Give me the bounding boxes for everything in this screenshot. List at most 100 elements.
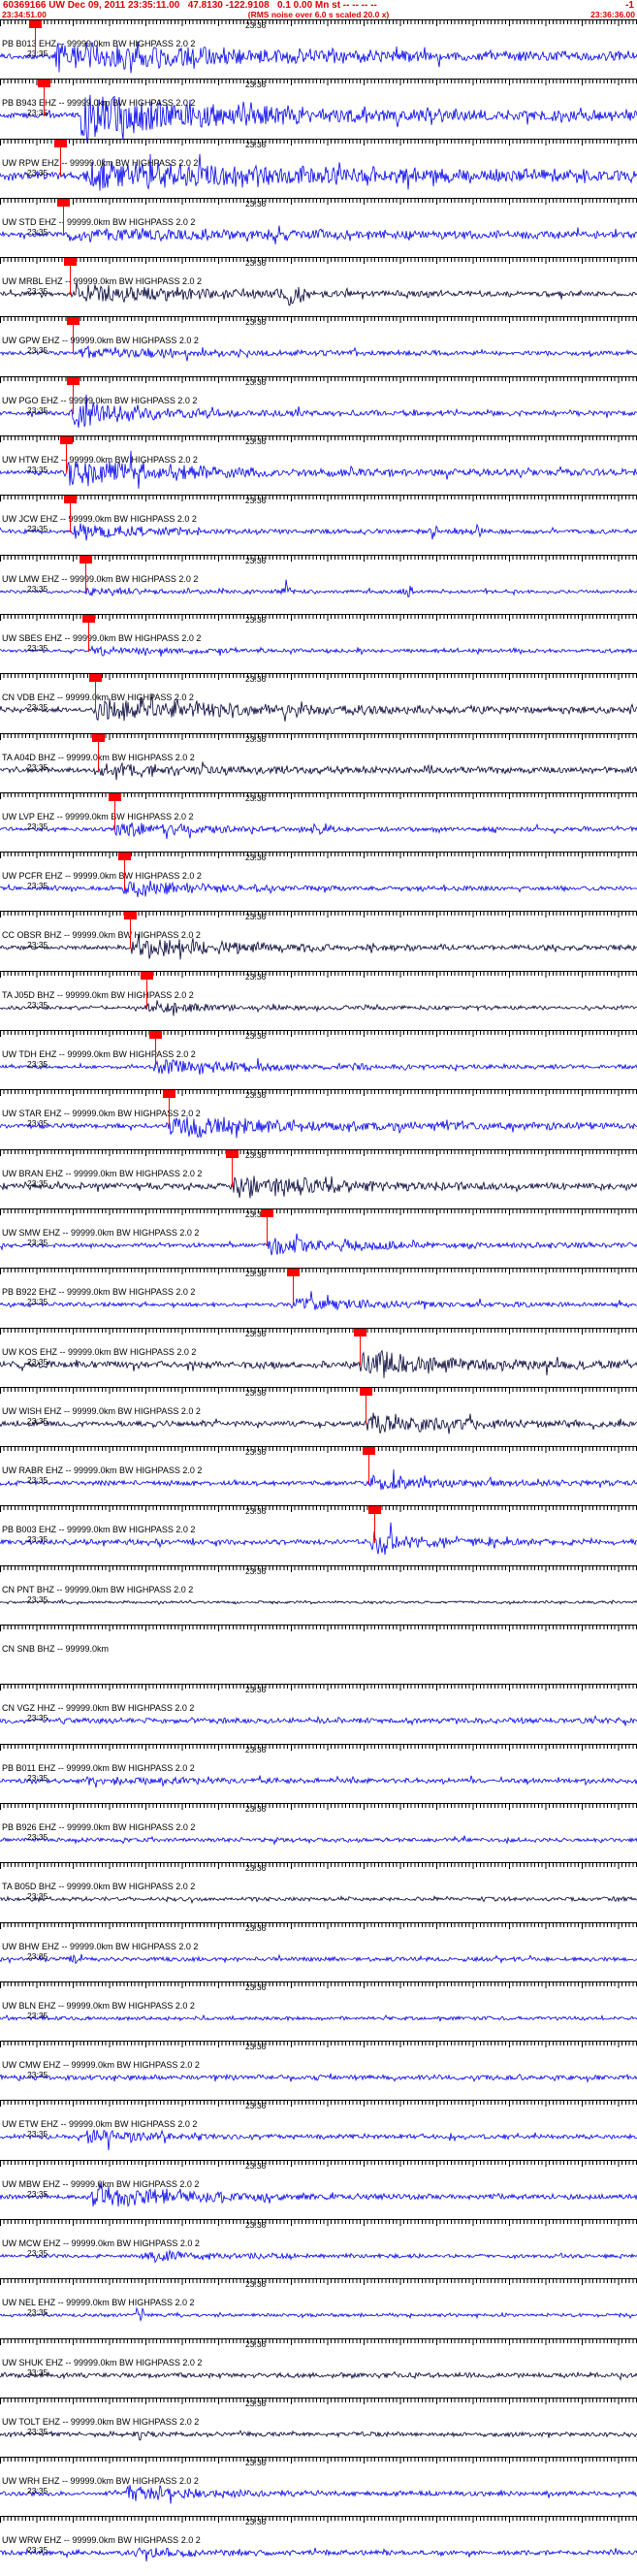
waveform[interactable] bbox=[0, 1387, 637, 1446]
pick-marker[interactable] bbox=[124, 912, 138, 950]
waveform[interactable] bbox=[0, 733, 637, 792]
pick-marker[interactable] bbox=[140, 971, 153, 1009]
waveform[interactable] bbox=[0, 1089, 637, 1148]
waveform[interactable] bbox=[0, 971, 637, 1030]
waveform[interactable] bbox=[0, 1328, 637, 1387]
waveform[interactable] bbox=[0, 316, 637, 375]
waveform[interactable] bbox=[0, 852, 637, 911]
waveform[interactable] bbox=[0, 673, 637, 732]
pick-marker[interactable] bbox=[66, 317, 80, 355]
pick-marker[interactable] bbox=[53, 139, 67, 177]
pick-marker[interactable] bbox=[38, 80, 51, 117]
trace-row[interactable]: 23:36 UW SMW EHZ -- 99999.0km BW HIGHPAS… bbox=[0, 1208, 637, 1268]
trace-row[interactable]: 23:36 UW SHUK EHZ -- 99999.0km BW HIGHPA… bbox=[0, 2337, 637, 2398]
waveform[interactable] bbox=[0, 1803, 637, 1862]
pick-marker[interactable] bbox=[286, 1269, 300, 1306]
pick-marker[interactable] bbox=[108, 792, 121, 830]
trace-row[interactable]: 23:36 UW CMW EHZ -- 99999.0km BW HIGHPAS… bbox=[0, 2041, 637, 2100]
pick-marker[interactable] bbox=[149, 1031, 163, 1069]
pick-marker[interactable] bbox=[92, 733, 106, 771]
waveform[interactable] bbox=[0, 139, 637, 198]
waveform[interactable] bbox=[0, 1981, 637, 2041]
waveform[interactable] bbox=[0, 1922, 637, 1981]
waveform[interactable] bbox=[0, 1268, 637, 1327]
pick-marker[interactable] bbox=[363, 1447, 376, 1485]
waveform[interactable] bbox=[0, 2219, 637, 2278]
trace-row[interactable]: 23:36 UW TOLT EHZ -- 99999.0km BW HIGHPA… bbox=[0, 2397, 637, 2457]
trace-row[interactable]: 23:36 UW RABR EHZ -- 99999.0km BW HIGHPA… bbox=[0, 1446, 637, 1505]
waveform[interactable] bbox=[0, 2457, 637, 2516]
trace-row[interactable]: 23:36 TA A04D BHZ -- 99999.0km BW HIGHPA… bbox=[0, 732, 637, 792]
waveform[interactable] bbox=[0, 2041, 637, 2100]
pick-marker[interactable] bbox=[117, 853, 131, 890]
trace-row[interactable]: 23:36 UW WISH EHZ -- 99999.0km BW HIGHPA… bbox=[0, 1386, 637, 1446]
trace-row[interactable]: 23:36 UW JCW EHZ -- 99999.0km BW HIGHPAS… bbox=[0, 495, 637, 554]
pick-marker[interactable] bbox=[57, 198, 71, 236]
pick-marker[interactable] bbox=[28, 20, 42, 57]
waveform[interactable] bbox=[0, 376, 637, 435]
pick-marker[interactable] bbox=[226, 1149, 239, 1187]
pick-marker[interactable] bbox=[80, 555, 93, 593]
waveform[interactable] bbox=[0, 79, 637, 144]
trace-row[interactable]: 23:36 CN VGZ HHZ -- 99999.0km BW HIGHPAS… bbox=[0, 1684, 637, 1743]
trace-row[interactable]: 23:36 TA B05D BHZ -- 99999.0km BW HIGHPA… bbox=[0, 1862, 637, 1921]
waveform[interactable] bbox=[0, 1744, 637, 1803]
pick-marker[interactable] bbox=[60, 436, 74, 474]
waveform[interactable] bbox=[0, 2100, 637, 2159]
trace-row[interactable]: CN SNB BHZ -- 99999.0km bbox=[0, 1625, 637, 1684]
trace-row[interactable]: 23:36 PB B013 EHZ -- 99999.0km BW HIGHPA… bbox=[0, 19, 637, 79]
waveform[interactable] bbox=[0, 1505, 637, 1564]
trace-row[interactable]: 23:36 UW LVP EHZ -- 99999.0km BW HIGHPAS… bbox=[0, 791, 637, 852]
trace-row[interactable]: 23:36 UW ETW EHZ -- 99999.0km BW HIGHPAS… bbox=[0, 2100, 637, 2159]
trace-row[interactable]: 23:36 UW STD EHZ -- 99999.0km BW HIGHPAS… bbox=[0, 197, 637, 257]
trace-row[interactable]: 23:36 CN PNT BHZ -- 99999.0km BW HIGHPAS… bbox=[0, 1564, 637, 1625]
waveform[interactable] bbox=[0, 1030, 637, 1089]
trace-row[interactable]: 23:36 CN VDB EHZ -- 99999.0km BW HIGHPAS… bbox=[0, 673, 637, 732]
waveform[interactable] bbox=[0, 614, 637, 673]
trace-row[interactable]: 23:36 UW SBES EHZ -- 99999.0km BW HIGHPA… bbox=[0, 613, 637, 673]
trace-row[interactable]: 23:36 UW STAR EHZ -- 99999.0km BW HIGHPA… bbox=[0, 1089, 637, 1148]
trace-row[interactable]: 23:36 PB B011 EHZ -- 99999.0km BW HIGHPA… bbox=[0, 1743, 637, 1803]
trace-row[interactable]: 23:36 PB B922 EHZ -- 99999.0km BW HIGHPA… bbox=[0, 1268, 637, 1327]
waveform[interactable] bbox=[0, 1446, 637, 1505]
pick-marker[interactable] bbox=[162, 1090, 175, 1128]
waveform[interactable] bbox=[0, 198, 637, 257]
trace-row[interactable]: 23:36 UW PGO EHZ -- 99999.0km BW HIGHPAS… bbox=[0, 375, 637, 435]
waveform[interactable] bbox=[0, 792, 637, 852]
pick-marker[interactable] bbox=[63, 496, 77, 533]
trace-row[interactable]: 23:36 UW MRBL EHZ -- 99999.0km BW HIGHPA… bbox=[0, 257, 637, 316]
trace-row[interactable]: 23:36 UW KOS EHZ -- 99999.0km BW HIGHPAS… bbox=[0, 1327, 637, 1387]
trace-row[interactable]: 23:36 UW MCW EHZ -- 99999.0km BW HIGHPAS… bbox=[0, 2218, 637, 2278]
waveform[interactable] bbox=[0, 2516, 637, 2575]
trace-row[interactable]: 23:36 UW GPW EHZ -- 99999.0km BW HIGHPAS… bbox=[0, 316, 637, 375]
trace-row[interactable]: 23:36 UW BRAN EHZ -- 99999.0km BW HIGHPA… bbox=[0, 1148, 637, 1208]
trace-row[interactable]: 23:36 UW HTW EHZ -- 99999.0km BW HIGHPAS… bbox=[0, 435, 637, 495]
trace-row[interactable]: 23:36 PB B926 EHZ -- 99999.0km BW HIGHPA… bbox=[0, 1802, 637, 1862]
trace-row[interactable]: 23:36 CC OBSR BHZ -- 99999.0km BW HIGHPA… bbox=[0, 911, 637, 970]
pick-marker[interactable] bbox=[63, 258, 77, 296]
pick-marker[interactable] bbox=[367, 1506, 381, 1544]
waveform[interactable] bbox=[0, 1862, 637, 1921]
trace-row[interactable]: 23:36 UW MBW EHZ -- 99999.0km BW HIGHPAS… bbox=[0, 2159, 637, 2219]
pick-marker[interactable] bbox=[66, 376, 80, 414]
trace-row[interactable]: 23:36 PB B003 EHZ -- 99999.0km BW HIGHPA… bbox=[0, 1505, 637, 1564]
waveform[interactable] bbox=[0, 1149, 637, 1208]
trace-row[interactable]: 23:36 PB B943 EHZ -- 99999.0km BW HIGHPA… bbox=[0, 79, 637, 144]
trace-row[interactable]: 23:36 UW NEL EHZ -- 99999.0km BW HIGHPAS… bbox=[0, 2278, 637, 2337]
waveform[interactable] bbox=[0, 257, 637, 316]
pick-marker[interactable] bbox=[88, 674, 102, 712]
waveform[interactable] bbox=[0, 1565, 637, 1625]
trace-row[interactable]: 23:36 UW WRW EHZ -- 99999.0km BW HIGHPAS… bbox=[0, 2516, 637, 2575]
trace-row[interactable]: 23:36 UW BHW EHZ -- 99999.0km BW HIGHPAS… bbox=[0, 1921, 637, 1981]
waveform[interactable] bbox=[0, 435, 637, 495]
trace-row[interactable]: 23:36 UW RPW EHZ -- 99999.0km BW HIGHPAS… bbox=[0, 138, 637, 198]
waveform[interactable] bbox=[0, 911, 637, 970]
waveform[interactable] bbox=[0, 2398, 637, 2457]
waveform[interactable] bbox=[0, 1208, 637, 1268]
pick-marker[interactable] bbox=[82, 614, 96, 652]
trace-row[interactable]: 23:36 UW TDH EHZ -- 99999.0km BW HIGHPAS… bbox=[0, 1030, 637, 1089]
trace-row[interactable]: 23:36 UW BLN EHZ -- 99999.0km BW HIGHPAS… bbox=[0, 1980, 637, 2041]
waveform[interactable] bbox=[0, 555, 637, 614]
pick-marker[interactable] bbox=[353, 1328, 366, 1366]
pick-marker[interactable] bbox=[261, 1208, 274, 1246]
